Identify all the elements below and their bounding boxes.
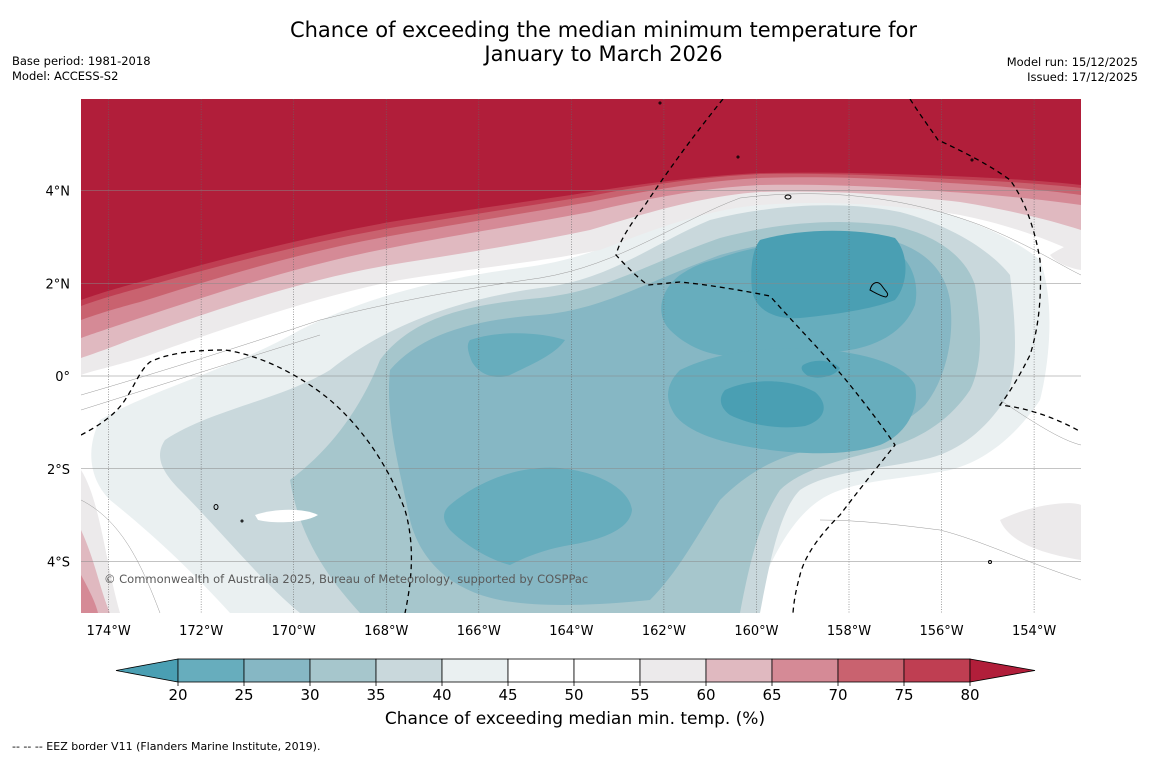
chart-title: Chance of exceeding the median minimum t… xyxy=(0,18,1150,66)
longitude-labels: 174°W 172°W 170°W 168°W 166°W 164°W 162°W 160°W… xyxy=(87,624,1057,639)
colorbar-cell xyxy=(507,658,575,683)
forecast-map: 174°W 172°W 170°W 168°W 166°W 164°W 162°W 160°W… xyxy=(46,99,1081,639)
colorbar-tick-label: 80 xyxy=(960,686,979,700)
colorbar-extend-high xyxy=(969,658,1036,683)
colorbar-cell xyxy=(771,658,839,683)
lat-label: 2°S xyxy=(47,463,70,478)
island-f xyxy=(240,519,244,523)
colorbar-tick-label: 70 xyxy=(828,686,847,700)
lon-label: 166°W xyxy=(457,624,501,639)
colorbar-tick-label: 55 xyxy=(630,686,649,700)
meta-right: Model run: 15/12/2025 Issued: 17/12/2025 xyxy=(1007,55,1138,85)
lon-label: 174°W xyxy=(87,624,131,639)
colorbar-cells xyxy=(115,658,1036,683)
colorbar-tick-label: 65 xyxy=(762,686,781,700)
lat-label: 2°N xyxy=(46,277,71,292)
field-above80 xyxy=(81,99,1081,300)
colorbar-tick-label: 35 xyxy=(366,686,385,700)
lon-label: 156°W xyxy=(919,624,963,639)
field-white-pocket xyxy=(255,509,318,523)
colorbar-ticks: 20 25 30 35 40 45 50 55 60 65 70 75 80 xyxy=(168,682,980,700)
colorbar-cell xyxy=(441,658,509,683)
latitude-labels: 4°N 2°N 0° 2°S 4°S xyxy=(46,185,71,571)
issued-label: Issued: 17/12/2025 xyxy=(1027,70,1138,84)
colorbar-tick-label: 20 xyxy=(168,686,187,700)
title-line-1: Chance of exceeding the median minimum t… xyxy=(289,18,918,42)
colorbar-cell xyxy=(375,658,443,683)
colorbar: 20 25 30 35 40 45 50 55 60 65 70 75 80 xyxy=(115,658,1036,700)
colorbar-cell xyxy=(573,658,641,683)
colorbar-extend-low xyxy=(115,658,179,683)
island-d xyxy=(658,101,662,105)
colorbar-tick-label: 25 xyxy=(234,686,253,700)
colorbar-cell xyxy=(705,658,773,683)
colorbar-tick-label: 45 xyxy=(498,686,517,700)
eez-footnote: -- -- -- EEZ border V11 (Flanders Marine… xyxy=(12,740,321,753)
colorbar-tick-label: 40 xyxy=(432,686,451,700)
lon-label: 154°W xyxy=(1012,624,1056,639)
colorbar-cell xyxy=(309,658,377,683)
island-c xyxy=(988,560,992,564)
lon-label: 164°W xyxy=(549,624,593,639)
model-label: Model: ACCESS-S2 xyxy=(12,69,119,83)
lat-label: 4°N xyxy=(46,185,71,200)
colorbar-cell xyxy=(243,658,311,683)
colorbar-cell xyxy=(837,658,905,683)
latitude-gridlines xyxy=(81,190,1081,562)
field-20c xyxy=(444,467,632,565)
colorbar-tick-label: 30 xyxy=(300,686,319,700)
field-sw-70 xyxy=(81,575,98,613)
colorbar-cell xyxy=(903,658,971,683)
lat-label: 4°S xyxy=(47,556,70,571)
colorbar-tick-label: 50 xyxy=(564,686,583,700)
field-below20b xyxy=(720,381,824,428)
map-field xyxy=(81,99,1081,613)
field-below20a xyxy=(751,230,906,319)
lon-label: 158°W xyxy=(827,624,871,639)
lon-label: 160°W xyxy=(734,624,778,639)
contour-lines xyxy=(81,193,1081,613)
eez-border-east xyxy=(909,99,1081,433)
lon-label: 170°W xyxy=(272,624,316,639)
island-e xyxy=(736,155,740,159)
colorbar-tick-label: 75 xyxy=(894,686,913,700)
island-g xyxy=(970,158,974,162)
lat-label: 0° xyxy=(55,370,70,385)
eez-border-west xyxy=(81,349,413,613)
colorbar-title: Chance of exceeding median min. temp. (%… xyxy=(384,709,766,729)
title-line-2: January to March 2026 xyxy=(484,42,723,66)
colorbar-cell xyxy=(639,658,707,683)
field-below20c xyxy=(801,360,840,378)
base-period-label: Base period: 1981-2018 xyxy=(12,54,151,68)
model-run-label: Model run: 15/12/2025 xyxy=(1006,55,1138,69)
island-a xyxy=(784,194,792,200)
lon-label: 172°W xyxy=(179,624,223,639)
lon-label: 162°W xyxy=(642,624,686,639)
island-b xyxy=(213,504,219,510)
longitude-gridlines xyxy=(108,99,1035,613)
colorbar-tick-label: 60 xyxy=(696,686,715,700)
copyright-notice: © Commonwealth of Australia 2025, Bureau… xyxy=(104,572,589,586)
eez-borders xyxy=(81,99,1081,613)
meta-left: Base period: 1981-2018 Model: ACCESS-S2 xyxy=(12,54,151,84)
lon-label: 168°W xyxy=(364,624,408,639)
islands xyxy=(213,101,992,564)
island-kiritimati xyxy=(869,282,889,298)
colorbar-cell xyxy=(177,658,245,683)
field-20d xyxy=(467,333,565,377)
field-e-60a xyxy=(1000,503,1081,560)
